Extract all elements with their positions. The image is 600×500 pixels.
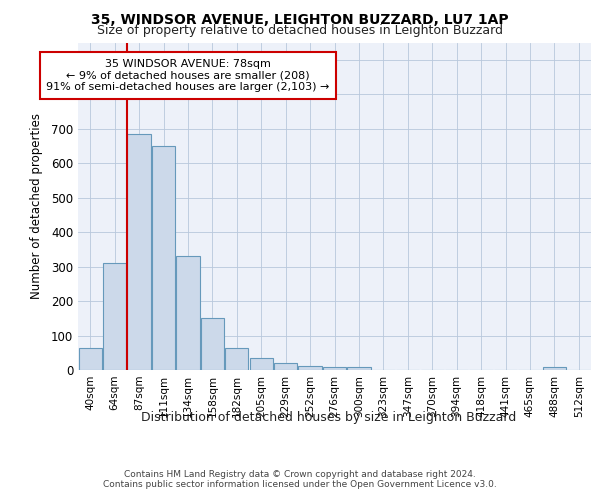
Text: 35 WINDSOR AVENUE: 78sqm
← 9% of detached houses are smaller (208)
91% of semi-d: 35 WINDSOR AVENUE: 78sqm ← 9% of detache… bbox=[46, 58, 329, 92]
Bar bbox=[347, 366, 371, 370]
Bar bbox=[250, 358, 273, 370]
Bar bbox=[298, 366, 322, 370]
Bar bbox=[152, 146, 175, 370]
Bar bbox=[176, 256, 200, 370]
Bar bbox=[225, 348, 248, 370]
Bar bbox=[543, 367, 566, 370]
Bar bbox=[201, 318, 224, 370]
Bar bbox=[79, 348, 102, 370]
Text: 35, WINDSOR AVENUE, LEIGHTON BUZZARD, LU7 1AP: 35, WINDSOR AVENUE, LEIGHTON BUZZARD, LU… bbox=[91, 12, 509, 26]
Text: Distribution of detached houses by size in Leighton Buzzard: Distribution of detached houses by size … bbox=[141, 411, 517, 424]
Bar bbox=[103, 263, 126, 370]
Bar bbox=[323, 366, 346, 370]
Text: Contains HM Land Registry data © Crown copyright and database right 2024.
Contai: Contains HM Land Registry data © Crown c… bbox=[103, 470, 497, 489]
Text: Size of property relative to detached houses in Leighton Buzzard: Size of property relative to detached ho… bbox=[97, 24, 503, 37]
Bar bbox=[127, 134, 151, 370]
Bar bbox=[274, 363, 297, 370]
Y-axis label: Number of detached properties: Number of detached properties bbox=[29, 114, 43, 299]
